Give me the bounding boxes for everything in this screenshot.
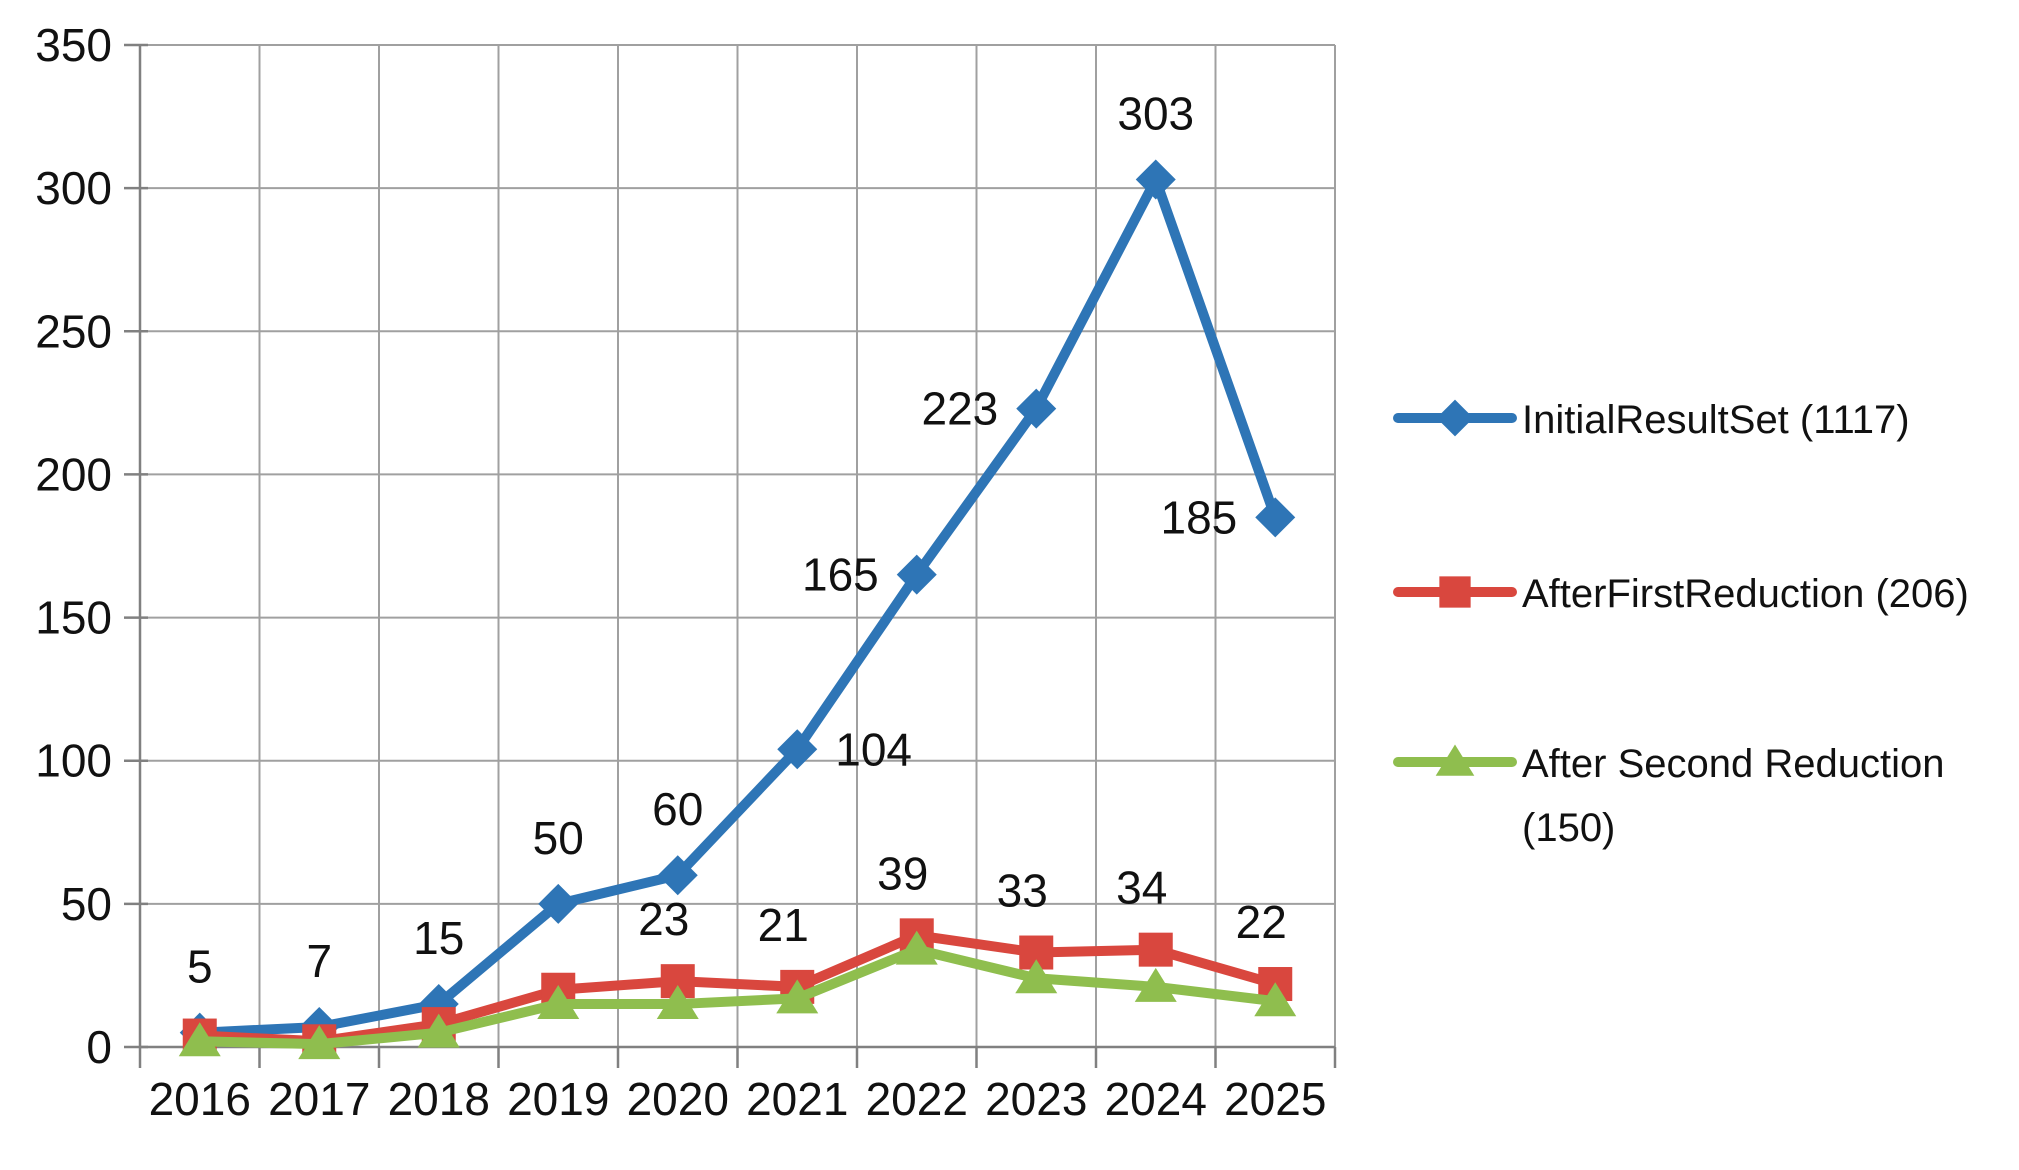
data-point-marker-2021 xyxy=(776,979,819,1014)
data-point-marker-2019 xyxy=(537,985,580,1020)
data-point-marker-2019 xyxy=(538,883,579,924)
x-tick-label: 2021 xyxy=(746,1073,848,1125)
gridlines xyxy=(139,44,1336,1048)
x-tick-label: 2024 xyxy=(1105,1073,1207,1125)
legend-label: After Second Reduction xyxy=(1522,742,1944,786)
legend-square-icon xyxy=(1439,576,1471,608)
data-label: 60 xyxy=(652,783,703,835)
y-tick-label: 300 xyxy=(35,162,112,214)
data-point-marker-2023 xyxy=(1015,959,1058,994)
y-tick-label: 350 xyxy=(35,19,112,71)
x-tick-label: 2023 xyxy=(985,1073,1087,1125)
data-point-marker-2024 xyxy=(1135,159,1176,200)
legend-label: AfterFirstReduction (206) xyxy=(1522,572,1969,616)
data-point-marker-2020 xyxy=(656,985,699,1020)
data-label: 5 xyxy=(187,941,213,993)
data-point-marker-2018 xyxy=(417,1013,460,1048)
data-point-marker-2022 xyxy=(895,930,938,965)
data-label: 21 xyxy=(758,899,809,951)
data-point-marker-2020 xyxy=(657,855,698,896)
legend-entry: InitialResultSet (1117) xyxy=(1393,398,1910,442)
data-label: 104 xyxy=(835,723,912,775)
y-tick-label: 250 xyxy=(35,305,112,357)
x-tick-label: 2019 xyxy=(507,1073,609,1125)
data-labels: 5 7 15 50 60 104 165 223 303 185 23 21 39 33 34 22 xyxy=(187,88,1287,993)
x-tick-label: 2016 xyxy=(149,1073,251,1125)
data-point-marker-2025 xyxy=(1255,497,1296,538)
data-label: 50 xyxy=(533,812,584,864)
y-tick-label: 150 xyxy=(35,592,112,644)
y-tick-label: 50 xyxy=(61,878,112,930)
legend-label: InitialResultSet (1117) xyxy=(1522,398,1910,442)
legend: InitialResultSet (1117) AfterFirstReducti… xyxy=(1393,398,1969,850)
data-label: 34 xyxy=(1116,862,1167,914)
x-tick-label: 2020 xyxy=(627,1073,729,1125)
x-tick-label: 2022 xyxy=(866,1073,968,1125)
axes xyxy=(124,43,1337,1068)
data-point-marker-2021 xyxy=(777,729,818,770)
data-label: 39 xyxy=(877,847,928,899)
y-tick-label: 200 xyxy=(35,448,112,500)
series-line xyxy=(194,944,1281,1050)
data-point-marker-2023 xyxy=(1016,388,1057,429)
x-tick-label: 2017 xyxy=(268,1073,370,1125)
legend-entry: AfterFirstReduction (206) xyxy=(1393,572,1969,616)
series-triangle xyxy=(178,930,1297,1060)
axis-labels: 0 50 100 150 200 250 300 350 2016 2017 2018 2019 202… xyxy=(35,19,1326,1125)
data-label: 303 xyxy=(1117,88,1194,140)
legend-label: (150) xyxy=(1522,806,1615,850)
data-label: 7 xyxy=(306,935,332,987)
data-point-marker-2016 xyxy=(178,1022,221,1057)
data-point-marker-2025 xyxy=(1254,982,1297,1017)
data-point-marker-2022 xyxy=(896,554,937,595)
data-point-marker-2024 xyxy=(1138,932,1173,967)
x-tick-label: 2025 xyxy=(1224,1073,1326,1125)
legend-entry: After Second Reduction (150) xyxy=(1393,742,1944,850)
series-line xyxy=(194,174,1281,1038)
data-label: 223 xyxy=(922,383,999,435)
data-label: 22 xyxy=(1236,896,1287,948)
legend-triangle-icon xyxy=(1435,744,1475,776)
data-label: 33 xyxy=(997,865,1048,917)
series-line xyxy=(194,930,1281,1047)
data-label: 15 xyxy=(413,912,464,964)
data-label: 185 xyxy=(1161,491,1238,543)
data-label: 23 xyxy=(638,893,689,945)
data-label: 165 xyxy=(802,549,879,601)
data-point-marker-2024 xyxy=(1134,967,1177,1002)
x-tick-label: 2018 xyxy=(388,1073,490,1125)
y-tick-label: 0 xyxy=(86,1021,112,1073)
data-point-marker-2017 xyxy=(298,1025,341,1060)
y-tick-label: 100 xyxy=(35,735,112,787)
legend-diamond-icon xyxy=(1436,399,1474,437)
